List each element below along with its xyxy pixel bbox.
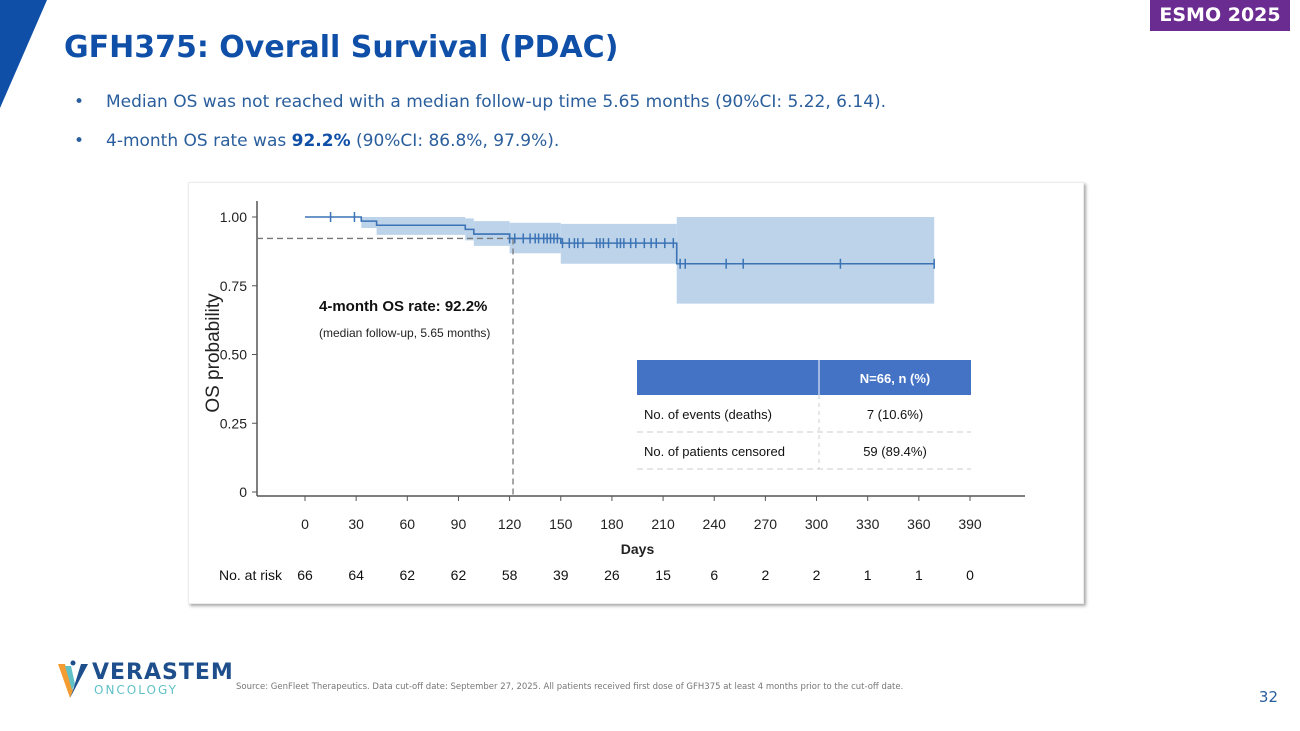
y-tick-label: 0.50 — [220, 347, 247, 363]
x-tick-label: 90 — [451, 516, 467, 532]
risk-count: 2 — [813, 567, 821, 583]
km-chart: 00.250.500.751.000 30 60 90 120 150 180 210 240 2… — [203, 201, 1025, 583]
annotation-subtitle: (median follow-up, 5.65 months) — [319, 326, 490, 340]
risk-count: 39 — [553, 567, 569, 583]
corner-accent-shape — [0, 0, 47, 108]
risk-count: 2 — [761, 567, 769, 583]
x-tick-label: 330 — [856, 516, 880, 532]
y-tick-label: 1.00 — [220, 209, 247, 225]
verastem-logo: VERASTEM ONCOLOGY — [56, 660, 233, 700]
survival-curve — [305, 216, 935, 265]
risk-table-label: No. at risk — [219, 567, 283, 583]
x-tick-label: 360 — [907, 516, 931, 532]
x-tick-label: 270 — [754, 516, 778, 532]
page-number: 32 — [1258, 688, 1278, 706]
x-tick-label: 150 — [549, 516, 573, 532]
risk-count: 62 — [451, 567, 467, 583]
y-tick-label: 0 — [239, 484, 247, 500]
os-rate-highlight: 92.2% — [291, 131, 351, 151]
x-tick-label: 60 — [400, 516, 416, 532]
bullet-median-os: Median OS was not reached with a median … — [74, 92, 886, 112]
table-header-label: N=66, n (%) — [860, 371, 930, 386]
risk-count: 62 — [400, 567, 416, 583]
annotation-title: 4-month OS rate: 92.2% — [319, 298, 487, 315]
x-tick-label: 0 — [301, 516, 309, 532]
source-note: Source: GenFleet Therapeutics. Data cut-… — [236, 682, 904, 692]
km-chart-panel: 0 0.25 0.50 0.75 1.00 0 30 60 90 120 150 180 210 240 2… — [188, 182, 1084, 604]
table-row-value: 7 (10.6%) — [867, 407, 923, 422]
risk-count: 15 — [655, 567, 671, 583]
ci-band — [361, 217, 377, 228]
risk-count: 1 — [915, 567, 923, 583]
x-tick-label: 30 — [348, 516, 364, 532]
key-findings-list: Median OS was not reached with a median … — [74, 92, 886, 170]
x-tick-label: 210 — [651, 516, 675, 532]
risk-count: 58 — [502, 567, 518, 583]
logo-v-icon — [58, 660, 88, 698]
y-tick-label: 0.75 — [220, 278, 247, 294]
x-tick-label: 180 — [600, 516, 624, 532]
x-tick-label: 240 — [703, 516, 727, 532]
risk-count: 6 — [710, 567, 718, 583]
x-axis-title: Days — [621, 541, 655, 557]
y-axis-title: OS probability — [203, 293, 224, 413]
x-tick-label: 300 — [805, 516, 829, 532]
risk-count: 1 — [864, 567, 872, 583]
conference-badge: ESMO 2025 — [1150, 0, 1290, 31]
logo-subtitle: ONCOLOGY — [94, 683, 178, 697]
x-tick-label: 120 — [498, 516, 522, 532]
ci-band — [676, 217, 935, 304]
risk-count: 26 — [604, 567, 620, 583]
table-row-value: 59 (89.4%) — [863, 444, 927, 459]
table-row-label: No. of events (deaths) — [644, 407, 772, 422]
logo-name: VERASTEM — [92, 660, 234, 685]
risk-count: 0 — [966, 567, 974, 583]
table-row-label: No. of patients censored — [644, 444, 785, 459]
bullet-4month-os: 4-month OS rate was 92.2% (90%CI: 86.8%,… — [74, 131, 886, 151]
risk-count: 64 — [348, 567, 364, 583]
risk-count: 66 — [297, 567, 313, 583]
y-tick-label: 0.25 — [220, 415, 247, 431]
slide-title: GFH375: Overall Survival (PDAC) — [64, 30, 619, 65]
x-tick-label: 390 — [958, 516, 982, 532]
table-header-bg — [637, 360, 971, 395]
